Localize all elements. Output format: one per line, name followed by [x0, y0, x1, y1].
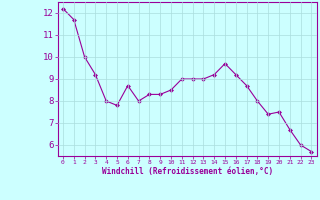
X-axis label: Windchill (Refroidissement éolien,°C): Windchill (Refroidissement éolien,°C)	[102, 167, 273, 176]
